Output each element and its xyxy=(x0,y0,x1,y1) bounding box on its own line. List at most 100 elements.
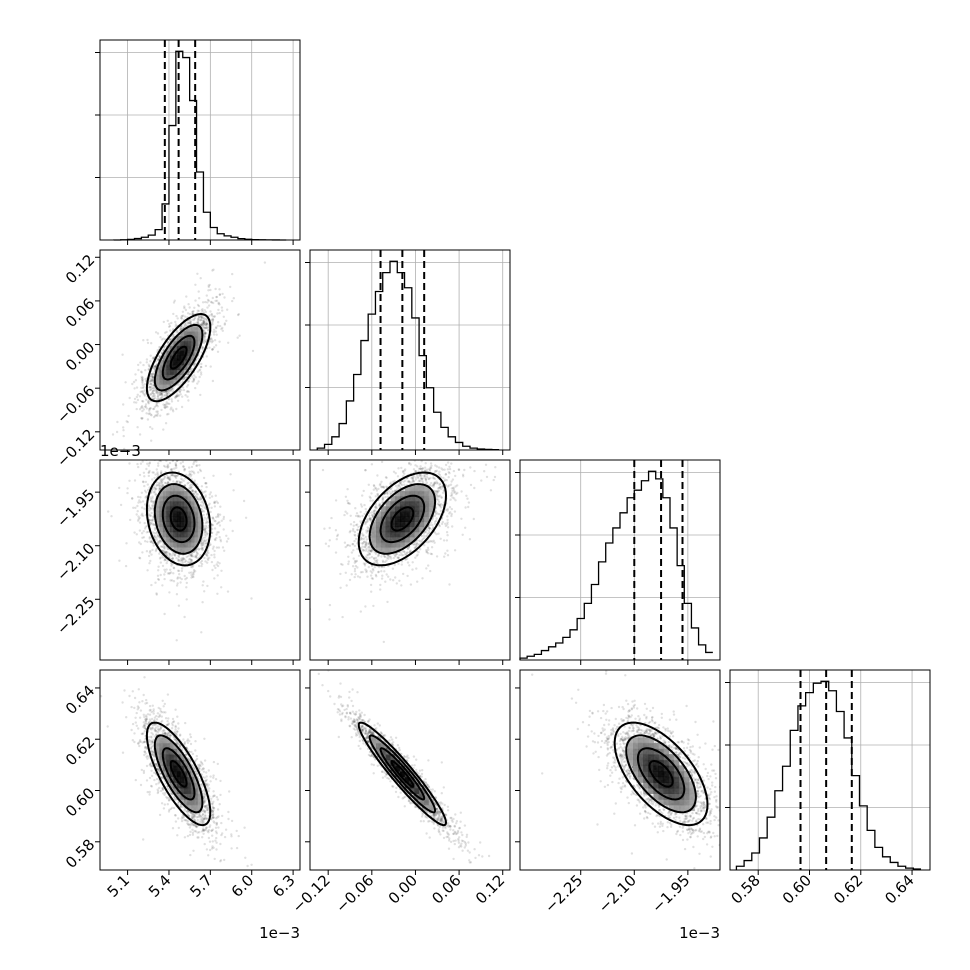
scatter-point xyxy=(148,514,152,517)
scatter-point xyxy=(191,313,194,316)
scatter-point xyxy=(189,320,192,323)
scatter-point xyxy=(168,591,171,594)
scatter-point xyxy=(152,407,155,411)
density-cell xyxy=(169,350,174,356)
scatter-point xyxy=(191,490,194,493)
scatter-point xyxy=(179,581,182,584)
scatter-point xyxy=(200,373,203,376)
scatter-point xyxy=(139,542,142,546)
scatter-point xyxy=(144,540,147,543)
scatter-point xyxy=(138,408,142,411)
scatter-point xyxy=(139,361,142,364)
scatter-point xyxy=(195,550,198,554)
scatter-point xyxy=(211,318,215,321)
density-cell xyxy=(180,364,185,371)
scatter-point xyxy=(164,558,167,561)
scatter-point xyxy=(186,482,189,485)
scatter-point xyxy=(135,395,139,399)
scatter-point xyxy=(167,465,170,468)
scatter-point xyxy=(168,553,171,556)
scatter-point xyxy=(158,393,162,397)
scatter-point xyxy=(148,536,151,539)
scatter-point xyxy=(200,501,203,504)
scatter-point xyxy=(210,301,213,304)
density-cell xyxy=(173,369,178,375)
scatter-point xyxy=(204,321,207,324)
scatter-point xyxy=(150,439,153,442)
scatter-point xyxy=(168,402,171,406)
scatter-point xyxy=(138,499,141,502)
scatter-point xyxy=(175,480,179,483)
scatter-point xyxy=(211,319,214,322)
density-cell xyxy=(159,364,164,371)
scatter-point xyxy=(199,318,203,321)
scatter-point xyxy=(168,476,172,479)
scatter-point xyxy=(148,409,151,412)
scatter-point xyxy=(213,527,217,530)
scatter-point xyxy=(170,443,172,445)
scatter-point xyxy=(194,555,198,559)
density-cell xyxy=(169,369,174,375)
scatter-point xyxy=(151,497,154,500)
scatter-point xyxy=(181,460,185,464)
scatter-point xyxy=(141,417,144,420)
scatter-point xyxy=(152,367,155,370)
density-cell xyxy=(190,340,195,347)
scatter-point xyxy=(153,365,156,368)
scatter-point xyxy=(146,338,149,342)
scatter-point xyxy=(158,487,161,491)
scatter-point xyxy=(190,559,194,562)
scatter-point xyxy=(151,395,154,398)
scatter-point xyxy=(221,546,225,549)
scatter-point xyxy=(152,502,155,505)
scatter-point xyxy=(215,299,219,302)
scatter-point xyxy=(203,340,206,343)
scatter-point xyxy=(168,461,172,465)
scatter-point xyxy=(153,430,155,432)
scatter-point xyxy=(133,387,136,390)
scatter-point xyxy=(170,406,173,409)
scatter-point xyxy=(187,373,190,376)
scatter-point xyxy=(205,553,208,557)
scatter-point xyxy=(157,481,161,485)
scatter-point xyxy=(194,386,197,390)
scatter-point xyxy=(162,477,166,480)
scatter-point xyxy=(213,315,217,318)
scatter-point xyxy=(183,468,187,471)
scatter-point xyxy=(199,554,202,557)
scatter-point xyxy=(190,441,192,443)
density-cell xyxy=(173,379,178,385)
scatter-point xyxy=(203,329,206,332)
scatter-point xyxy=(204,494,207,497)
scatter-point xyxy=(169,457,171,459)
scatter-point xyxy=(221,292,224,296)
scatter-point xyxy=(183,558,186,561)
density-cell xyxy=(155,374,160,380)
scatter-point xyxy=(153,394,156,398)
contour-level-2 xyxy=(153,323,204,392)
scatter-point xyxy=(208,346,211,349)
scatter-point xyxy=(175,480,179,483)
scatter-point xyxy=(150,511,153,515)
density-cell xyxy=(180,350,185,356)
scatter-point xyxy=(185,295,188,298)
scatter-point xyxy=(202,319,205,323)
scatter-point xyxy=(208,556,211,560)
scatter-point xyxy=(187,322,190,325)
scatter-point xyxy=(202,323,205,326)
scatter-point xyxy=(155,468,158,471)
scatter-point xyxy=(175,394,179,397)
scatter-point xyxy=(138,556,141,559)
density-cell xyxy=(176,364,181,371)
scatter-point xyxy=(218,513,222,516)
scatter-point xyxy=(151,531,155,534)
scatter-point xyxy=(219,324,222,328)
scatter-point xyxy=(162,546,166,549)
scatter-point xyxy=(202,513,205,517)
scatter-point xyxy=(173,554,177,557)
scatter-point xyxy=(149,506,152,510)
scatter-point xyxy=(156,349,159,352)
scatter-point xyxy=(175,314,178,318)
scatter-point xyxy=(151,387,155,390)
scatter-point xyxy=(217,308,220,312)
